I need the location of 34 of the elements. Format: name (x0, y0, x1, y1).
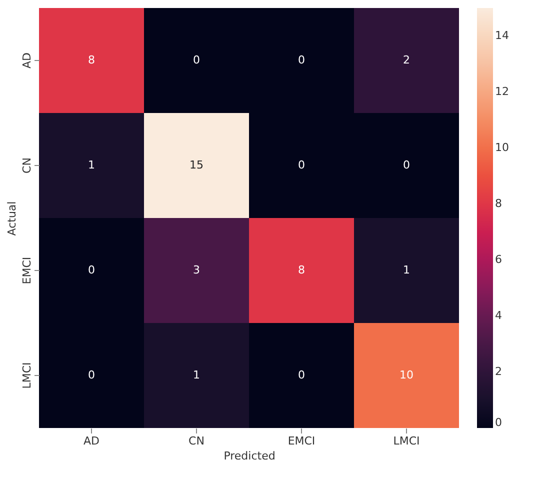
x-tick-label: CN (188, 434, 204, 448)
data-label: 1 (403, 264, 410, 276)
color-bar-label: 14 (495, 29, 509, 42)
data-label: 0 (298, 368, 305, 382)
x-tick-label: EMCI (288, 434, 316, 448)
y-tick-label: AD (20, 52, 34, 68)
data-label: 0 (403, 158, 410, 172)
color-bar-label: 8 (495, 197, 502, 210)
x-axis-title: Predicted (224, 450, 276, 462)
data-label: 0 (88, 264, 95, 276)
data-label: 0 (298, 158, 305, 172)
y-tick-label: EMCI (20, 256, 34, 284)
data-label: 10 (400, 368, 414, 382)
color-bar-label: 6 (495, 253, 502, 266)
data-label: 1 (88, 158, 95, 172)
data-label: 2 (403, 54, 410, 66)
data-label: 0 (298, 54, 305, 66)
data-label: 15 (190, 158, 204, 172)
data-label: 1 (193, 368, 200, 382)
y-axis-title: Actual (6, 201, 18, 236)
data-label: 0 (193, 54, 200, 66)
y-tick-label: CN (20, 158, 34, 174)
y-tick-label: LMCI (20, 362, 34, 389)
data-label: 8 (88, 54, 95, 66)
x-tick-label: AD (84, 434, 100, 448)
x-tick-label: LMCI (393, 434, 420, 448)
color-bar-label: 12 (495, 85, 509, 98)
color-bar-label: 2 (495, 365, 502, 378)
color-bar-label: 0 (495, 416, 502, 429)
color-bar-label: 10 (495, 141, 509, 154)
color-bar-label: 4 (495, 309, 502, 322)
data-label: 8 (298, 264, 305, 276)
data-label: 3 (193, 264, 200, 276)
data-label: 0 (88, 368, 95, 382)
